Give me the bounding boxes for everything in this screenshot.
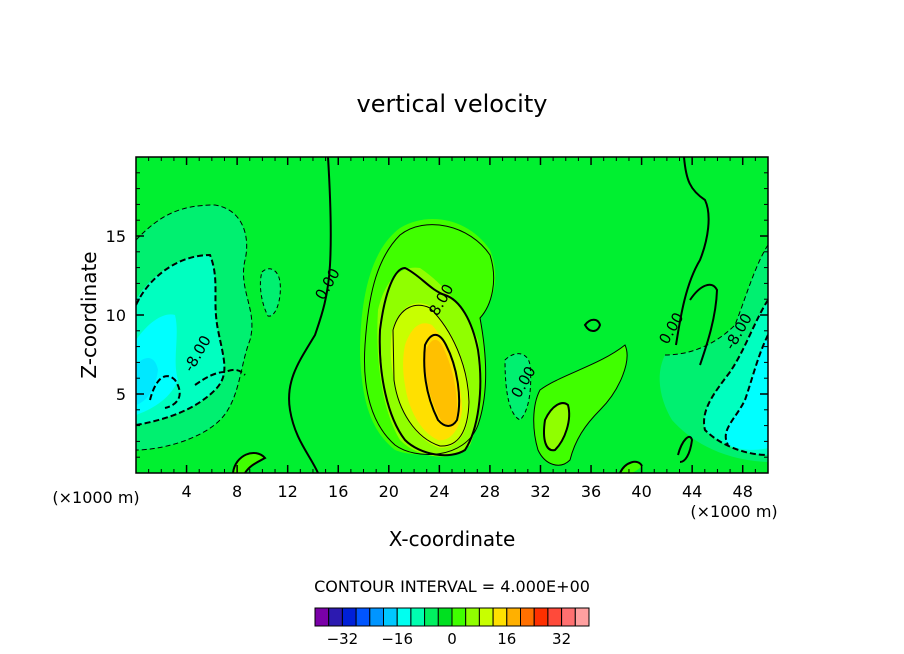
x-tick-label: 28 [480, 482, 500, 501]
region-pos-bottom-right [620, 461, 642, 473]
region-pos-plume-20 [424, 339, 458, 426]
contour-neg-left-wiggle [194, 368, 246, 386]
contour-plume-plus8 [378, 266, 482, 457]
colorbar-swatch [520, 607, 535, 627]
x-tick-label: 12 [278, 482, 298, 501]
colorbar-swatch [478, 607, 494, 627]
contour-plume-plus16 [423, 333, 461, 427]
colorbar-tick-label: −16 [381, 630, 413, 648]
x-tick-label: 8 [232, 482, 242, 501]
colorbar-swatch [574, 607, 590, 627]
contour-neg12-left [149, 375, 181, 409]
x-tick-label: 48 [733, 482, 753, 501]
region-neg-patch [260, 268, 281, 317]
colorbar-swatch [437, 607, 453, 627]
colorbar-swatch [533, 607, 549, 627]
colorbar-ticks: −32 −16 0 16 32 [327, 630, 572, 648]
y-tick-label: 15 [106, 227, 126, 246]
x-unit-label-right: (×1000 m) [690, 502, 777, 521]
x-axis-label: X-coordinate [389, 527, 516, 551]
y-tick-label: 5 [116, 385, 126, 404]
chart-title: vertical velocity [357, 90, 548, 118]
x-tick-label: 16 [328, 482, 348, 501]
colorbar-swatch [410, 607, 426, 627]
colorbar-swatch [492, 607, 508, 627]
contour-field: 0.00 8.00-8.000.000.00 -8.00 [136, 157, 768, 473]
contour-neg8-right [703, 299, 768, 456]
colorbar-swatch [369, 607, 384, 627]
contour-neg-patch [259, 268, 281, 317]
contour-bottom-right [619, 460, 643, 473]
colorbar-swatch [451, 607, 467, 627]
contour-zero-loop-small [583, 318, 602, 332]
colorbar-swatch [341, 607, 357, 627]
contour-interval-text: CONTOUR INTERVAL = 4.000E+00 [314, 577, 590, 596]
x-axis-ticks: 4 8 12 16 20 24 28 32 36 40 44 48 [148, 157, 756, 501]
region-neg-center [505, 353, 531, 420]
contour-plume-plus12 [392, 304, 470, 447]
colorbar-swatch [355, 607, 371, 627]
colorbar-swatch [314, 607, 330, 627]
contour-zero-right [675, 157, 710, 346]
colorbar-swatch [465, 607, 480, 627]
y-axis-label: Z-coordinate [77, 251, 101, 378]
colorbar-swatch [396, 607, 412, 627]
colorbar-swatch [424, 607, 439, 627]
x-tick-label: 4 [181, 482, 191, 501]
x-tick-label: 36 [581, 482, 601, 501]
contour-neg12-right [724, 334, 768, 446]
colorbar-swatch [383, 607, 398, 627]
colorbar-tick-label: −32 [327, 630, 359, 648]
colorbar-tick-label: 0 [447, 630, 457, 648]
x-tick-label: 40 [631, 482, 651, 501]
contour-neg4-left [136, 204, 253, 451]
y-tick-label: 10 [106, 306, 126, 325]
colorbar-swatch [328, 607, 343, 627]
contour-pos-secondary [533, 344, 628, 466]
x-unit-label-left: (×1000 m) [52, 488, 139, 507]
contour-zero-left [288, 157, 332, 473]
contour-plume-plus4 [364, 224, 495, 455]
contour-neg8-left [136, 253, 226, 426]
x-tick-label: 20 [379, 482, 399, 501]
y-axis-ticks: 5 10 15 [106, 172, 768, 458]
x-tick-label: 32 [530, 482, 550, 501]
contour-bottom-right2 [677, 435, 694, 463]
colorbar [314, 607, 590, 627]
colorbar-swatch [506, 607, 521, 627]
colorbar-tick-label: 16 [497, 630, 516, 648]
colorbar-tick-label: 32 [552, 630, 571, 648]
contour-neg-center [504, 353, 532, 421]
x-tick-label: 24 [429, 482, 449, 501]
colorbar-swatch [561, 607, 576, 627]
contour-zero-right-loop [689, 283, 719, 366]
contour-bottom-left [232, 452, 267, 473]
contour-pos-secondary-8 [543, 402, 571, 452]
x-tick-label: 44 [682, 482, 702, 501]
contour-lines [136, 157, 768, 473]
colorbar-swatch [547, 607, 563, 627]
